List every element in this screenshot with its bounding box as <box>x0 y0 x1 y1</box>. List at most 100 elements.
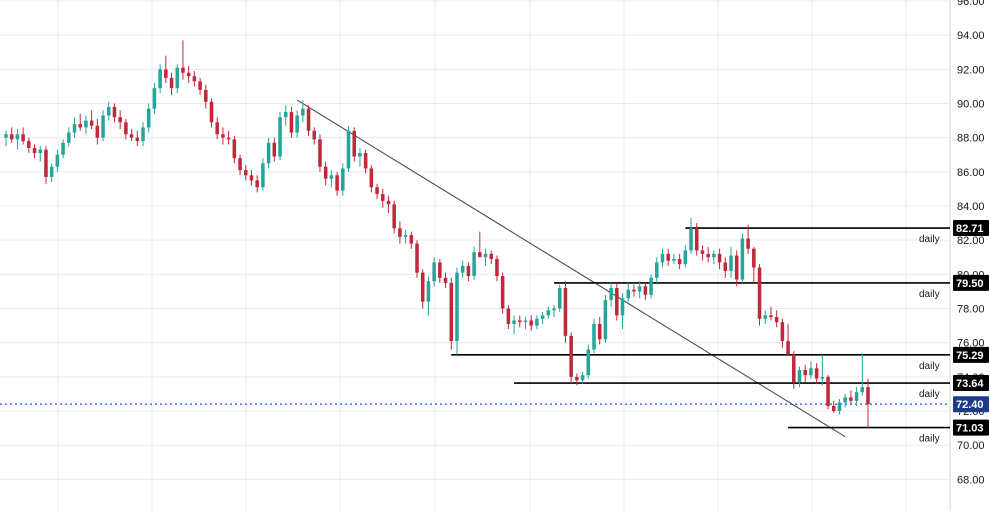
candle-body <box>341 168 345 191</box>
candle-body <box>826 376 830 406</box>
y-tick-label: 68.00 <box>957 474 985 486</box>
candle-body <box>112 106 117 118</box>
candle-body <box>318 139 322 167</box>
candle-body <box>460 265 465 273</box>
candle <box>803 364 807 382</box>
candle <box>27 137 31 154</box>
candle <box>866 378 870 429</box>
candle-body <box>312 130 317 140</box>
y-tick-label: 96.00 <box>957 0 985 8</box>
level-price-label: 73.64 <box>956 378 984 390</box>
candle <box>535 315 539 330</box>
candle-body <box>797 370 802 382</box>
candle <box>169 72 174 95</box>
candle-body <box>215 122 219 135</box>
y-tick-label: 90.00 <box>957 99 985 111</box>
candle <box>312 127 317 145</box>
candle <box>460 260 465 278</box>
candle-body <box>729 255 733 271</box>
candle <box>221 127 225 145</box>
candle <box>792 351 796 389</box>
candle-body <box>443 277 448 283</box>
level-lines <box>0 99 950 438</box>
trendline <box>296 99 846 438</box>
candle <box>552 305 556 318</box>
candle <box>786 323 790 355</box>
candle-body <box>101 115 105 138</box>
candle-body <box>221 134 225 138</box>
candle <box>843 393 847 408</box>
candle <box>649 274 653 299</box>
candle <box>129 129 134 142</box>
candle-body <box>426 281 431 302</box>
candle-body <box>472 252 476 277</box>
candle-body <box>32 147 37 154</box>
candle-body <box>478 252 482 258</box>
candle-body <box>255 180 259 188</box>
candle <box>495 255 499 282</box>
candle-body <box>455 272 459 341</box>
candle <box>403 229 408 244</box>
candle <box>557 284 562 312</box>
level-price-label: 79.50 <box>956 278 984 290</box>
candle-body <box>21 134 25 142</box>
candle <box>746 224 750 254</box>
candle <box>158 64 162 94</box>
candle-body <box>61 142 65 155</box>
candle <box>243 165 248 181</box>
candle <box>809 361 813 379</box>
candle <box>752 247 756 283</box>
candle-body <box>261 163 265 188</box>
candle-body <box>792 354 796 382</box>
candle <box>500 272 505 314</box>
candle <box>261 158 265 191</box>
candle <box>837 399 842 415</box>
candle <box>226 130 231 145</box>
candle-body <box>249 175 254 181</box>
level-timeframe-label: daily <box>919 361 940 372</box>
candle-body <box>683 250 688 265</box>
candle <box>677 253 682 270</box>
candle <box>717 248 722 270</box>
candle <box>84 115 88 135</box>
candle-body <box>164 69 168 78</box>
candle-body <box>814 368 819 379</box>
candle-body <box>15 134 20 140</box>
candle-body <box>569 335 573 377</box>
candle-body <box>346 130 351 169</box>
candle <box>289 106 294 138</box>
candle <box>780 318 785 348</box>
candle <box>683 245 688 268</box>
candle <box>329 170 334 188</box>
candle-body <box>540 315 545 319</box>
candle <box>820 354 825 386</box>
candle-body <box>740 238 745 280</box>
candle <box>860 352 865 396</box>
candle <box>455 267 459 355</box>
candle-body <box>666 253 670 261</box>
candle-body <box>352 130 356 157</box>
candle <box>409 231 414 249</box>
candle-body <box>837 402 842 412</box>
candle <box>204 84 208 109</box>
candle <box>620 293 625 330</box>
candle <box>849 390 853 405</box>
level-price-tag <box>953 375 989 392</box>
candle-body <box>186 72 191 77</box>
candle <box>175 64 180 94</box>
candle <box>335 171 339 196</box>
candle-body <box>557 288 562 309</box>
candle <box>341 163 345 196</box>
y-tick-label: 94.00 <box>957 30 985 42</box>
candle-body <box>489 253 494 259</box>
grid-layer <box>0 0 950 511</box>
candle <box>489 250 494 265</box>
candle-body <box>655 262 659 278</box>
candle <box>67 127 71 147</box>
candle-body <box>432 262 436 282</box>
candle-body <box>535 318 539 326</box>
candle <box>523 317 528 330</box>
candle-body <box>141 127 145 142</box>
